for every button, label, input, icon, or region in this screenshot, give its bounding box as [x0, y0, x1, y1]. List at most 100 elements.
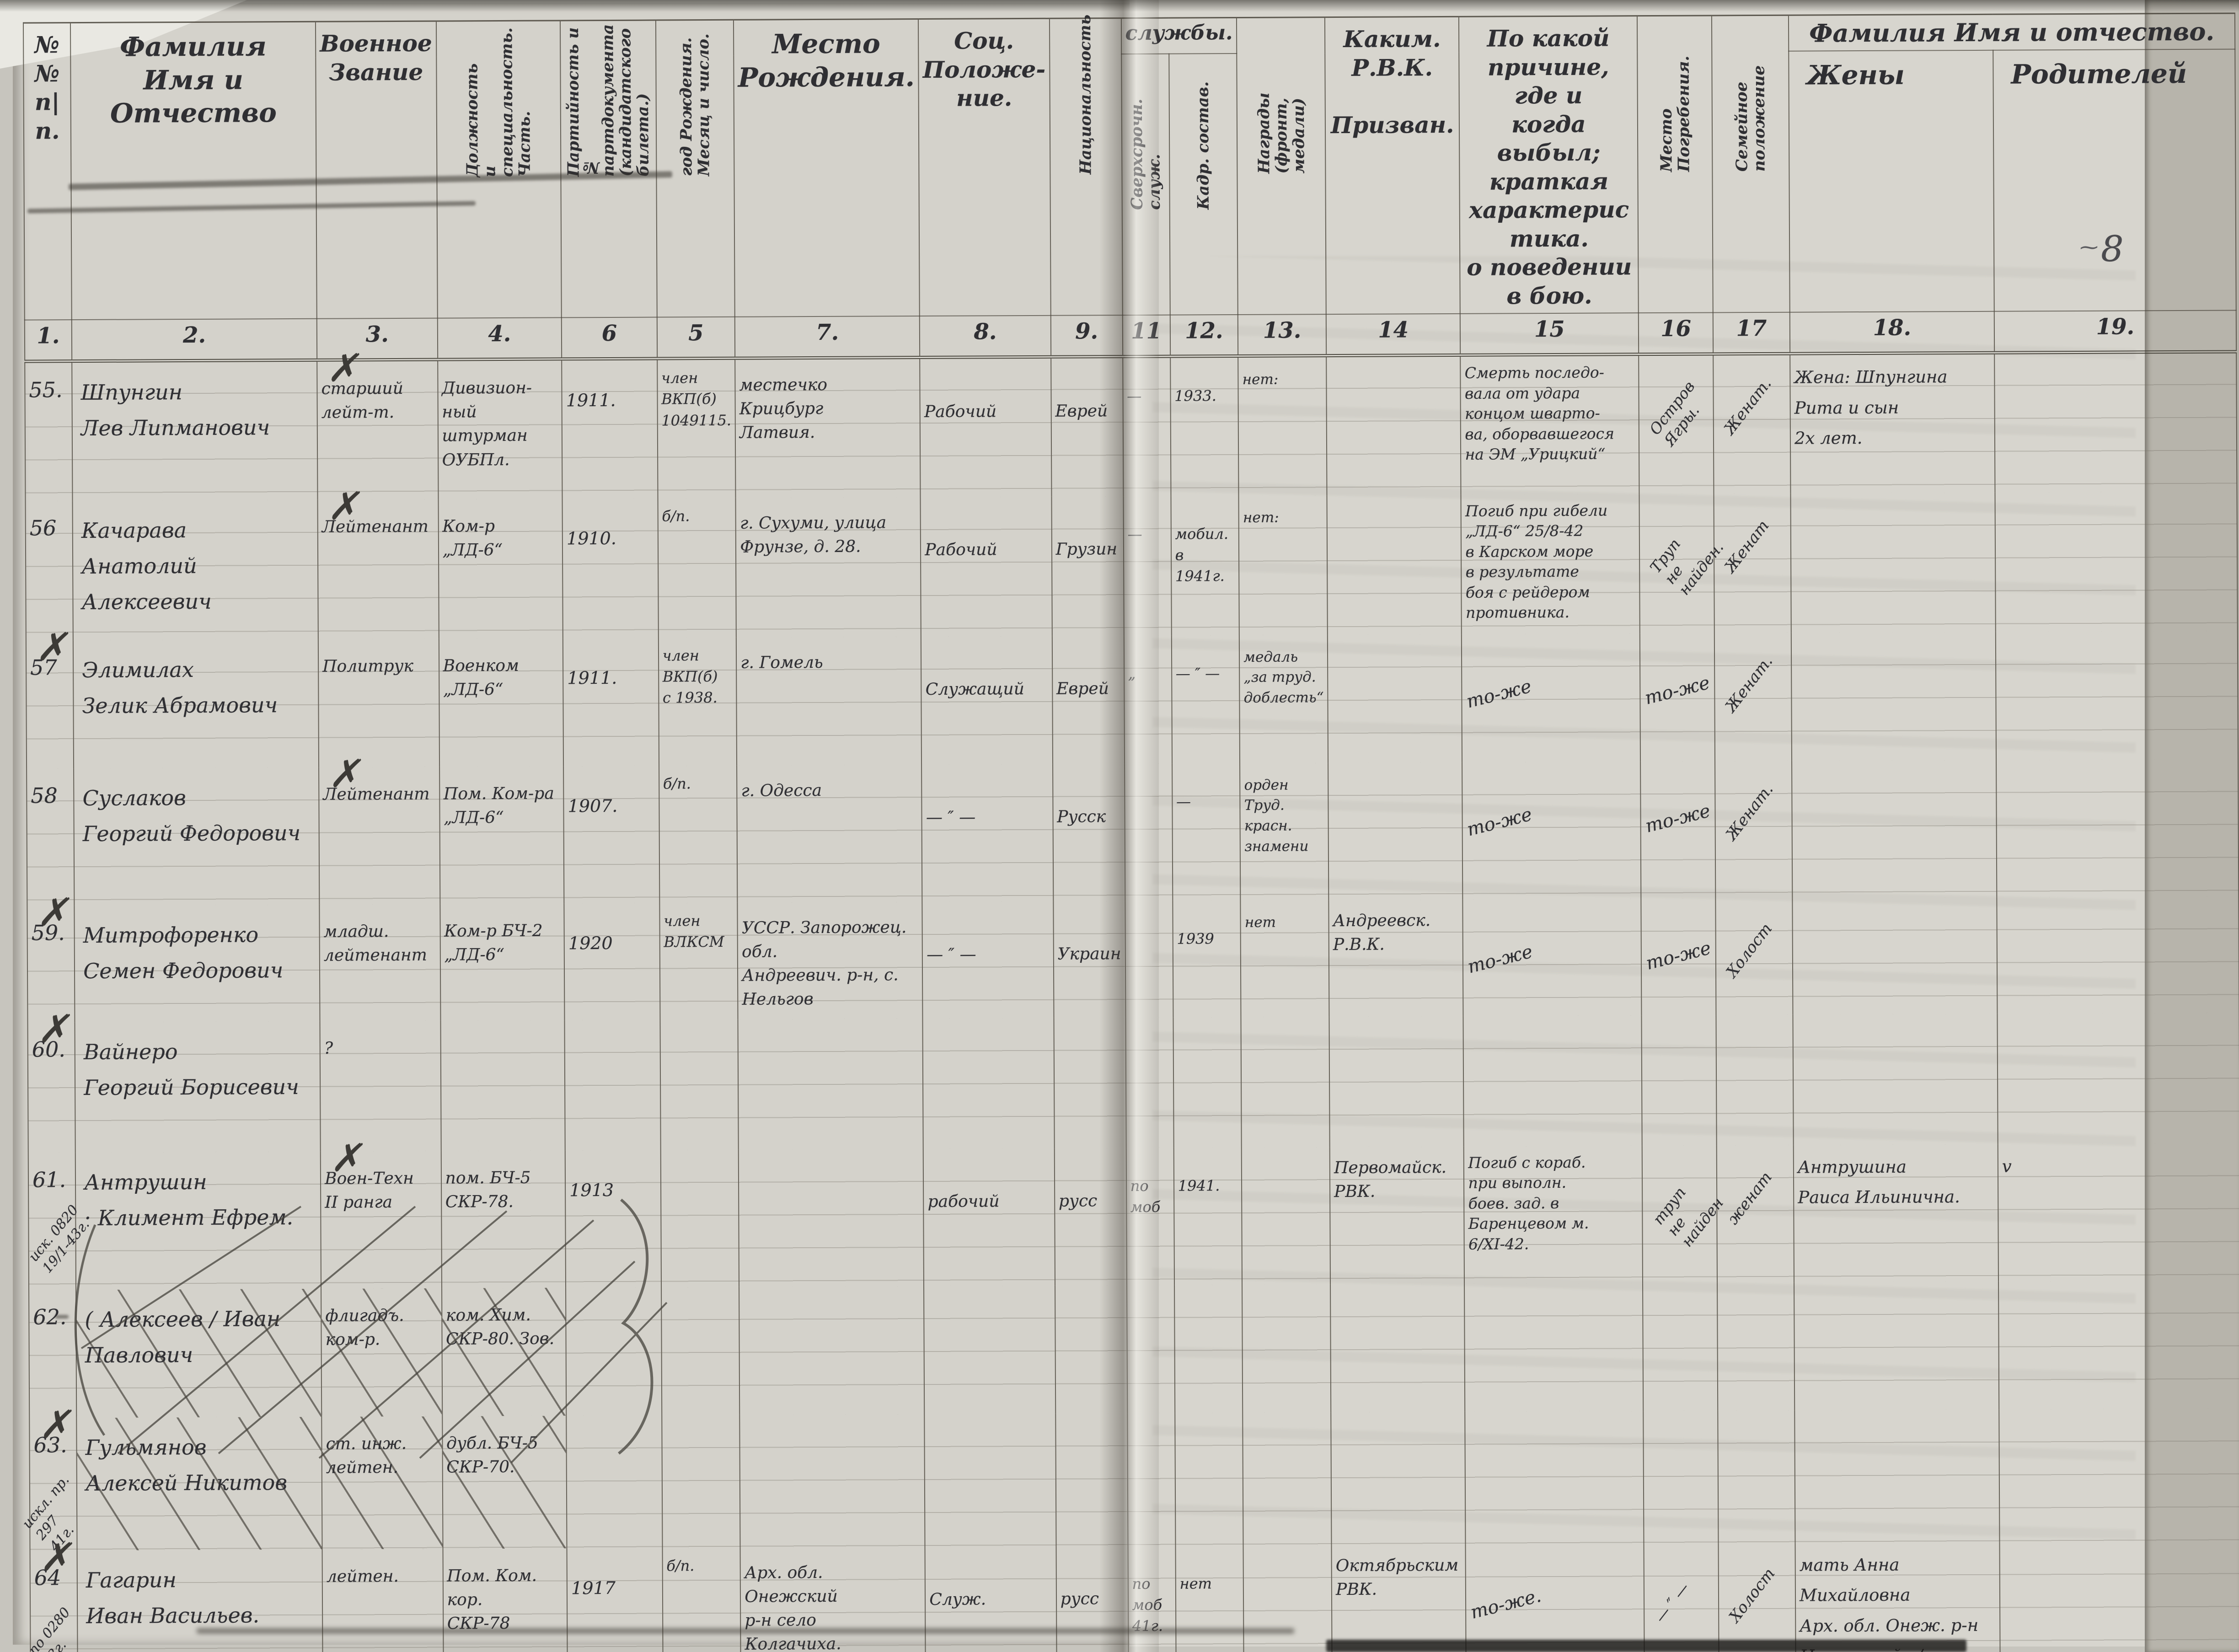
cell-pos: ком. Хим. СКР-80. Зов. [441, 1287, 567, 1416]
cell-kadr: 1939 [1173, 900, 1241, 1018]
cell-reason: то-же. [1465, 1543, 1645, 1652]
cell-name: Гагарин Иван Васильев. [77, 1549, 323, 1652]
cell-party: член ВКП(б) 1049115. [657, 358, 736, 499]
column-number-year: 6 [561, 317, 657, 359]
cell-par [1996, 758, 2239, 897]
column-header-year: Партийность и № партдокумента (кандидатско… [560, 20, 657, 318]
cell-pos: Дивизион-ный штурман ОУБПл. [437, 359, 562, 499]
cell-rank: флигадъ. ком-р. [321, 1288, 442, 1417]
column-header-fam: Семейное положение [1711, 15, 1790, 313]
cell-burial: Труп не найден. [1639, 493, 1727, 633]
cell-name: Митрофоренко Семен Федорович [74, 904, 320, 1022]
cell-burial: Остров Ягры. [1639, 354, 1714, 494]
cell-kadr: нет [1175, 1545, 1244, 1652]
cell-rank: старший лейт-т. ✗ [317, 345, 439, 500]
cell-num: 61. иск. 0820 19/1-43г. [26, 1152, 93, 1290]
column-number-rvk: 14 [1326, 313, 1461, 356]
cell-birth: г. Гомель [736, 636, 922, 766]
cell-party: б/п. [662, 1547, 741, 1652]
column-header-burial: Место Погребения. [1637, 15, 1713, 313]
cell-party [661, 1415, 740, 1548]
cell-rank: лейтен. [322, 1549, 444, 1652]
cell-rank: Лейтенант ✗ [317, 483, 439, 639]
cell-fam: Женат [1714, 493, 1791, 633]
column-number-num: 1. [24, 320, 72, 362]
cell-party: член ВКП(б) с 1938. [658, 637, 737, 766]
cell-reason: то-же [1462, 898, 1642, 1016]
cell-reason: Смерть последо-вала от удара концом шварт… [1460, 354, 1639, 495]
cell-par [1994, 351, 2237, 493]
cell-pos: Пом. Ком. кор. СКР-78 [443, 1548, 568, 1652]
cell-birth: местечко Крицбург Латвия. [735, 357, 921, 498]
cell-rvk [1328, 762, 1463, 900]
cell-soc: — ″ — [921, 764, 1054, 902]
cell-rvk [1330, 1283, 1465, 1412]
cell-wife [1791, 632, 1996, 761]
column-number-wife: 18. [1789, 311, 1995, 354]
cell-fam: Женат. [1715, 761, 1793, 898]
column-number-burial: 16 [1639, 312, 1714, 354]
pencil-streak [55, 1315, 69, 1319]
column-header-name: Фамилия Имя и Отчество [70, 21, 317, 320]
cell-year [566, 1415, 663, 1548]
cell-par [1998, 1280, 2239, 1410]
cell-year [564, 1019, 661, 1150]
cell-fam: Женат. [1713, 354, 1791, 493]
cell-wife [1790, 492, 1996, 633]
cell-reason: то-же [1462, 633, 1641, 762]
cell-party [660, 1019, 739, 1150]
cell-birth: УССР. Запорожец. обл. Андреевич. р-н, с. … [737, 901, 923, 1019]
column-header-rank: Военное Звание [316, 21, 438, 319]
cell-num: 57 ✗ [26, 624, 75, 769]
cell-party: б/п. [658, 498, 737, 638]
cell-soc: — ″ — [922, 901, 1054, 1019]
cell-awards: орден Труд. красн. знамени [1240, 762, 1329, 901]
cell-name: Вайнеро Георгий Борисевич [75, 1021, 321, 1153]
column-number-birth: 7. [735, 316, 920, 359]
cell-awards [1243, 1545, 1333, 1652]
cell-wife: Жена: Шпунгина Рита и сын 2х лет. [1790, 353, 1995, 493]
cell-awards: нет: [1238, 495, 1328, 635]
column-header-awards: Награды (фронт, медали) [1237, 17, 1326, 315]
column-header-party: год Рождения. Месяц и число. [655, 20, 735, 317]
cell-year: 1907. [563, 766, 659, 903]
cell-burial [1643, 1282, 1718, 1411]
cell-burial: труп не найден [1642, 1145, 1727, 1283]
column-header-par: Родителей [1993, 49, 2236, 311]
ink-bleedthrough [1152, 256, 2136, 1582]
cell-name: Качарава Анатолий Алексеевич [72, 499, 318, 640]
cell-party: член ВЛКСМ [659, 902, 738, 1020]
cell-year: 1910. [562, 498, 659, 638]
cell-reason: то-же [1462, 761, 1641, 900]
cell-kadr [1174, 1284, 1243, 1413]
cell-year: 1920 [564, 903, 660, 1020]
cell-rank: ст. инж. лейтен. [321, 1416, 443, 1550]
cell-birth: Арх. обл. Онежский р-н село Колгачиха. [740, 1546, 926, 1652]
cell-wife [1792, 760, 1997, 898]
cell-par [1999, 1540, 2239, 1652]
cell-pos: Военком „ЛД-6“ [439, 638, 564, 767]
cell-par [1995, 491, 2238, 632]
column-number-fam: 17 [1713, 312, 1790, 354]
cell-fam: Холост [1715, 898, 1793, 1015]
cell-kadr: 1933. [1170, 356, 1239, 496]
cell-awards: нет: [1238, 355, 1327, 496]
underlying-page-edge [2145, 0, 2239, 1652]
cell-pos: дубл. БЧ-5 СКР-70. [442, 1415, 567, 1549]
cell-name: Гульмянов Алексей Никитов [76, 1416, 322, 1550]
cell-name: Суслаков Георгий Федорович [74, 767, 320, 906]
cell-pos: Пом. Ком-ра „ЛД-6“ [439, 766, 564, 904]
cell-num: 55. [25, 361, 73, 501]
column-number-soc: 8. [920, 315, 1051, 358]
cell-birth: г. Одесса [737, 764, 922, 903]
cell-fam [1716, 1014, 1794, 1145]
cell-par [1997, 896, 2239, 1014]
cell-rvk: Октябрьским РВК. [1331, 1544, 1467, 1652]
cell-soc [924, 1285, 1055, 1414]
column-header-pos: Должность и специальность. Часть. [436, 20, 562, 318]
column-header-reason: По какой причине, где и когда выбыл; кратка… [1459, 16, 1639, 314]
cell-fam: Холост [1718, 1543, 1796, 1652]
